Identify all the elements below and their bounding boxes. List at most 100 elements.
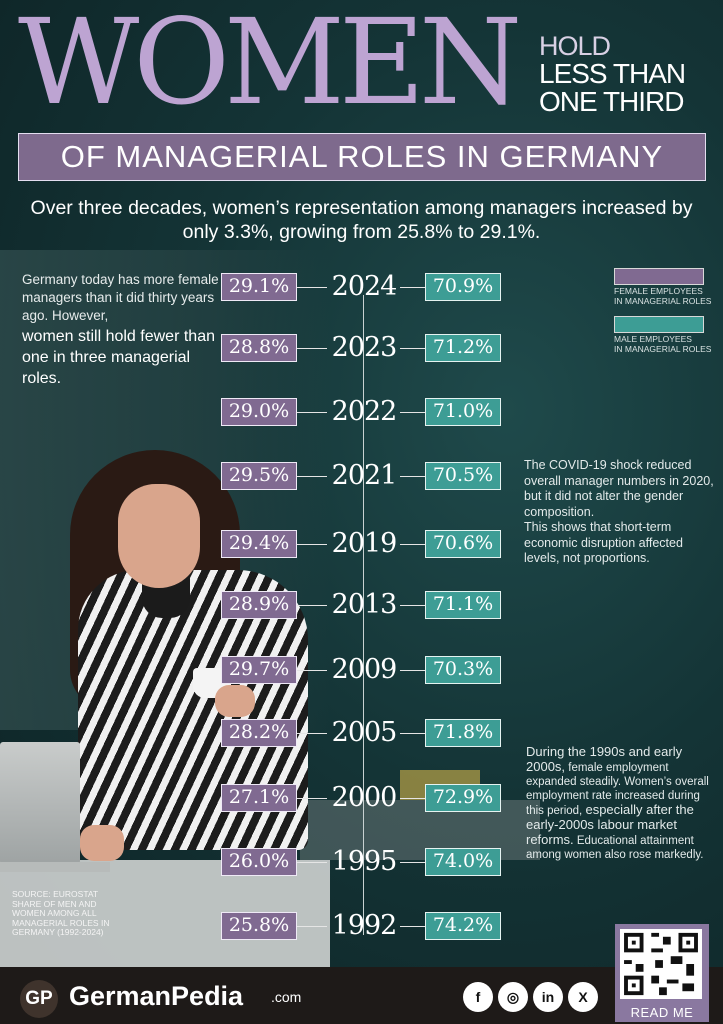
title-line: LESS THAN (539, 58, 686, 89)
nineties-note-emphasis: During the 1990s and early 2000s, (526, 744, 683, 774)
nineties-note: During the 1990s and early 2000s, female… (526, 745, 716, 862)
intro-normal: Germany today has more female managers t… (22, 272, 219, 323)
connector-line (400, 670, 425, 671)
year-label-2000: 2000 (331, 782, 398, 813)
facebook-icon[interactable]: f (463, 982, 493, 1012)
connector-line (297, 605, 327, 606)
female-share-2000: 27.1% (221, 784, 297, 812)
male-share-1995: 74.0% (425, 848, 501, 876)
subtitle-line: Over three decades, women’s representati… (30, 197, 693, 219)
timeline-axis (363, 295, 364, 935)
year-label-1995: 1995 (331, 846, 398, 877)
male-share-1992: 74.2% (425, 912, 501, 940)
connector-line (400, 798, 425, 799)
legend-label-line: IN MANAGERIAL ROLES (614, 343, 712, 354)
female-share-2013: 28.9% (221, 591, 297, 619)
covid-note-line: This shows that short-term economic disr… (524, 520, 683, 565)
connector-line (297, 798, 327, 799)
connector-line (297, 926, 327, 927)
female-share-1995: 26.0% (221, 848, 297, 876)
legend-label-line: IN MANAGERIAL ROLES (614, 295, 712, 306)
male-share-2021: 70.5% (425, 462, 501, 490)
connector-line (400, 544, 425, 545)
year-label-2013: 2013 (331, 589, 398, 620)
qr-code-icon[interactable] (620, 929, 702, 999)
male-share-2005: 71.8% (425, 719, 501, 747)
female-share-2005: 28.2% (221, 719, 297, 747)
female-share-2019: 29.4% (221, 530, 297, 558)
connector-line (297, 733, 327, 734)
title-line: HOLD (539, 31, 611, 61)
read-more-label[interactable]: READ ME (630, 1005, 694, 1020)
female-share-2023: 28.8% (221, 334, 297, 362)
connector-line (400, 476, 425, 477)
female-share-2021: 29.5% (221, 462, 297, 490)
year-label-2023: 2023 (331, 332, 398, 363)
woman-hand (215, 685, 255, 717)
legend-male-label: MALE EMPLOYEES IN MANAGERIAL ROLES (614, 334, 712, 354)
female-share-2024: 29.1% (221, 273, 297, 301)
male-share-2023: 71.2% (425, 334, 501, 362)
intro-emphasis: women still hold fewer than one in three… (22, 328, 215, 387)
year-label-2024: 2024 (331, 271, 398, 302)
male-share-2000: 72.9% (425, 784, 501, 812)
title-women: WOMEN (18, 0, 522, 131)
covid-note: The COVID-19 shock reduced overall manag… (524, 458, 714, 567)
nineties-note-text: female employment expanded steadily. Wom… (526, 762, 709, 817)
male-share-2024: 70.9% (425, 273, 501, 301)
legend-female-label: FEMALE EMPLOYEES IN MANAGERIAL ROLES (614, 286, 712, 306)
year-label-2021: 2021 (331, 460, 398, 491)
covid-note-line: The COVID-19 shock reduced overall manag… (524, 458, 714, 519)
brand-name: GermanPedia (69, 981, 244, 1011)
connector-line (297, 412, 327, 413)
year-label-2019: 2019 (331, 528, 398, 559)
year-label-2005: 2005 (331, 717, 398, 748)
connector-line (297, 544, 327, 545)
legend-label-line: MALE EMPLOYEES (614, 334, 692, 344)
source-note: SOURCE: EUROSTAT SHARE OF MEN AND WOMEN … (12, 889, 110, 937)
connector-line (400, 412, 425, 413)
connector-line (400, 287, 425, 288)
male-share-2019: 70.6% (425, 530, 501, 558)
nineties-note-emphasis: especially after the early-2000s labour … (526, 802, 694, 847)
laptop-base (0, 862, 110, 872)
subtitle-line: only 3.3%, growing from 25.8% to 29.1%. (182, 221, 541, 243)
connector-line (400, 926, 425, 927)
subtitle: Over three decades, women’s representati… (0, 196, 723, 244)
connector-line (297, 476, 327, 477)
legend-male-swatch (614, 316, 704, 333)
laptop-screen (0, 742, 80, 864)
legend-female-swatch (614, 268, 704, 285)
nineties-note-text: Educational attainment among women also … (526, 835, 704, 861)
connector-line (297, 862, 327, 863)
connector-line (297, 670, 327, 671)
title-banner: OF MANAGERIAL ROLES IN GERMANY (18, 133, 706, 181)
legend-label-line: FEMALE EMPLOYEES (614, 286, 703, 296)
year-label-1992: 1992 (331, 910, 398, 941)
connector-line (297, 348, 327, 349)
year-label-2022: 2022 (331, 396, 398, 427)
instagram-icon[interactable]: ◎ (498, 982, 528, 1012)
x-icon[interactable]: X (568, 982, 598, 1012)
woman-typing-hand (80, 825, 124, 861)
footer-bar (0, 967, 723, 1024)
male-share-2009: 70.3% (425, 656, 501, 684)
brand-domain: .com (271, 989, 302, 1005)
intro-text: Germany today has more female managers t… (22, 271, 232, 389)
connector-line (297, 287, 327, 288)
connector-line (400, 605, 425, 606)
title-right: HOLD LESS THAN ONE THIRD (539, 31, 686, 117)
female-share-1992: 25.8% (221, 912, 297, 940)
year-label-2009: 2009 (331, 654, 398, 685)
connector-line (400, 733, 425, 734)
germanpedia-logo: GP (20, 980, 58, 1018)
linkedin-icon[interactable]: in (533, 982, 563, 1012)
connector-line (400, 348, 425, 349)
female-share-2022: 29.0% (221, 398, 297, 426)
female-share-2009: 29.7% (221, 656, 297, 684)
connector-line (400, 862, 425, 863)
male-share-2022: 71.0% (425, 398, 501, 426)
title-line: ONE THIRD (539, 86, 685, 117)
woman-face (118, 484, 200, 588)
male-share-2013: 71.1% (425, 591, 501, 619)
